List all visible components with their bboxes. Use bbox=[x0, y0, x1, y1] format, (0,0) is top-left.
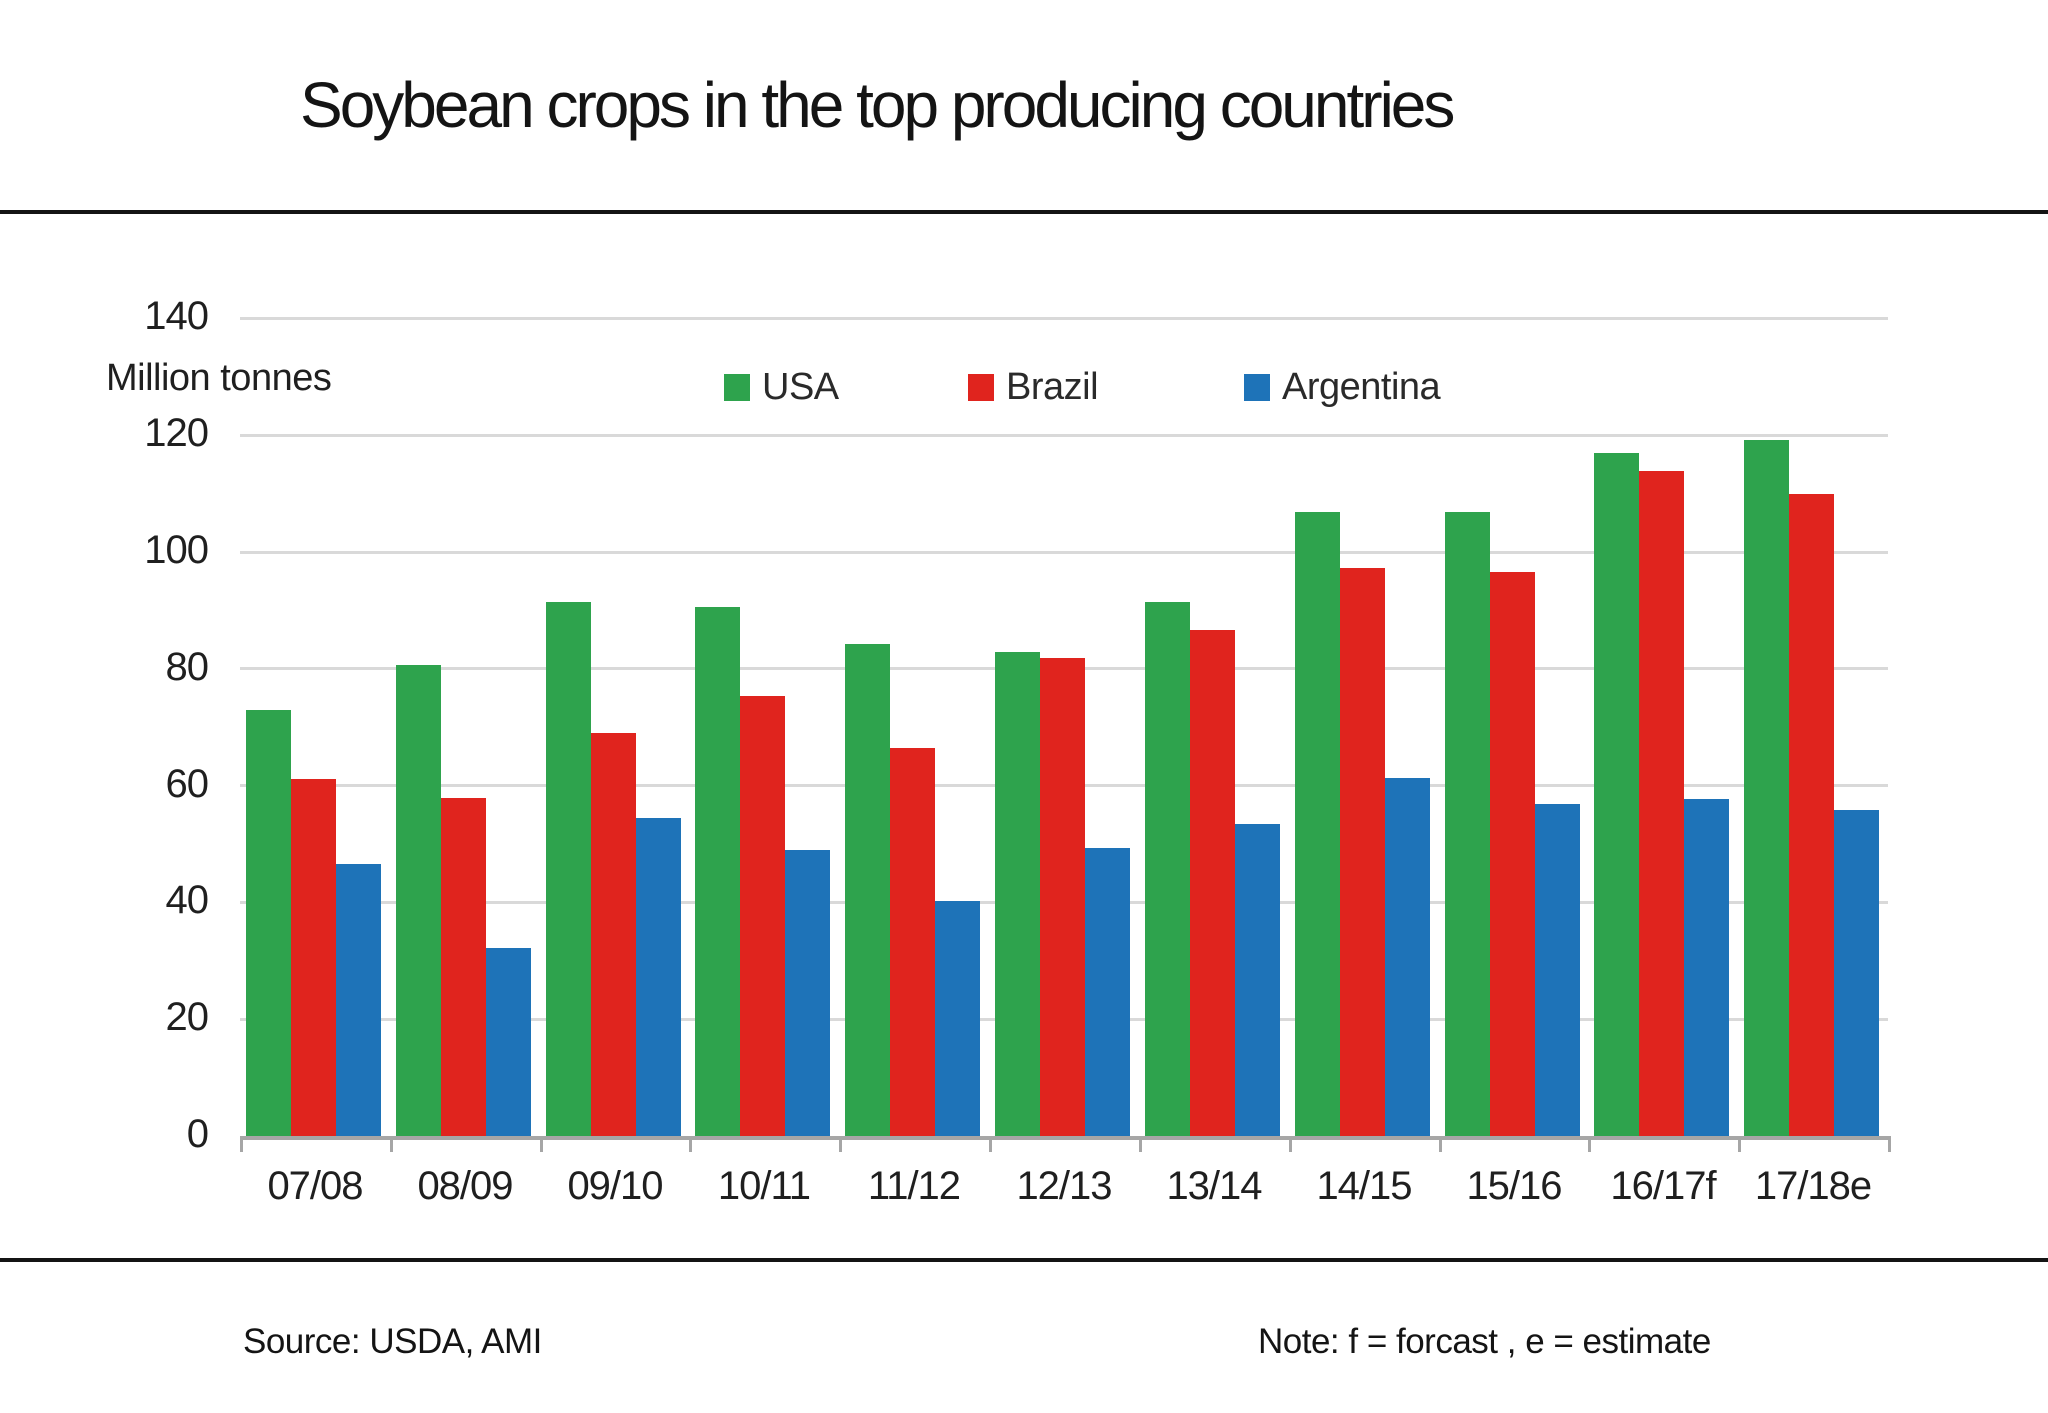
x-category-label-16/17f: 16/17f bbox=[1610, 1164, 1716, 1208]
bar-usa-10/11 bbox=[695, 607, 740, 1136]
source-note: Source: USDA, AMI bbox=[243, 1322, 542, 1361]
bar-argentina-17/18e bbox=[1834, 810, 1879, 1136]
x-category-label-17/18e: 17/18e bbox=[1754, 1164, 1872, 1208]
x-axis-tick-4 bbox=[839, 1136, 842, 1152]
bar-argentina-08/09 bbox=[486, 948, 531, 1136]
bar-brazil-09/10 bbox=[591, 733, 636, 1136]
x-category-label-11/12: 11/12 bbox=[867, 1164, 961, 1208]
bar-argentina-10/11 bbox=[785, 850, 830, 1136]
bar-usa-13/14 bbox=[1145, 602, 1190, 1136]
bar-usa-11/12 bbox=[845, 644, 890, 1136]
x-axis-tick-11 bbox=[1888, 1136, 1891, 1152]
x-category-label-15/16: 15/16 bbox=[1466, 1164, 1562, 1208]
forecast-note: Note: f = forcast , e = estimate bbox=[1258, 1322, 1711, 1361]
bar-argentina-14/15 bbox=[1385, 778, 1430, 1136]
bar-brazil-10/11 bbox=[740, 696, 785, 1136]
gridline-120 bbox=[240, 433, 1888, 437]
x-axis-tick-2 bbox=[540, 1136, 543, 1152]
legend-label-brazil: Brazil bbox=[1006, 366, 1099, 408]
y-axis-unit-label: Million tonnes bbox=[106, 357, 332, 399]
gridline-140 bbox=[240, 316, 1888, 320]
chart-title: Soybean crops in the top producing count… bbox=[300, 69, 1455, 141]
bar-brazil-12/13 bbox=[1040, 658, 1085, 1136]
x-axis-tick-6 bbox=[1139, 1136, 1142, 1152]
bar-usa-17/18e bbox=[1744, 440, 1789, 1136]
x-axis-tick-5 bbox=[989, 1136, 992, 1152]
bar-argentina-12/13 bbox=[1085, 848, 1130, 1136]
x-category-label-07/08: 07/08 bbox=[267, 1164, 363, 1208]
x-category-label-14/15: 14/15 bbox=[1316, 1164, 1412, 1208]
legend-label-argentina: Argentina bbox=[1282, 366, 1441, 408]
x-axis-tick-3 bbox=[689, 1136, 692, 1152]
y-tick-label-20: 20 bbox=[165, 995, 210, 1040]
x-axis-tick-7 bbox=[1289, 1136, 1292, 1152]
usa-swatch-icon bbox=[724, 374, 750, 401]
x-category-label-12/13: 12/13 bbox=[1016, 1164, 1112, 1208]
y-tick-label-0: 0 bbox=[186, 1112, 209, 1156]
legend-item-usa: USA bbox=[724, 366, 839, 409]
bar-brazil-15/16 bbox=[1490, 572, 1535, 1136]
legend-item-brazil: Brazil bbox=[968, 366, 1099, 409]
argentina-swatch-icon bbox=[1244, 374, 1270, 401]
bar-usa-12/13 bbox=[995, 652, 1040, 1136]
bar-usa-09/10 bbox=[546, 602, 591, 1136]
bar-usa-16/17f bbox=[1594, 453, 1639, 1136]
x-axis-tick-0 bbox=[240, 1136, 243, 1152]
bar-brazil-07/08 bbox=[291, 779, 336, 1136]
y-tick-label-40: 40 bbox=[165, 878, 210, 923]
y-tick-label-80: 80 bbox=[165, 644, 210, 689]
bar-brazil-11/12 bbox=[890, 748, 935, 1136]
x-category-label-13/14: 13/14 bbox=[1166, 1164, 1262, 1208]
legend-item-argentina: Argentina bbox=[1244, 366, 1441, 409]
bar-usa-07/08 bbox=[246, 710, 291, 1136]
bar-usa-15/16 bbox=[1445, 512, 1490, 1136]
y-tick-label-100: 100 bbox=[144, 528, 209, 572]
bar-argentina-16/17f bbox=[1684, 799, 1729, 1136]
bar-brazil-14/15 bbox=[1340, 568, 1385, 1136]
bar-brazil-17/18e bbox=[1789, 494, 1834, 1136]
gridline-100 bbox=[240, 550, 1888, 554]
bar-brazil-16/17f bbox=[1639, 471, 1684, 1136]
bar-usa-08/09 bbox=[396, 665, 441, 1136]
x-axis-line bbox=[240, 1136, 1891, 1140]
bar-argentina-09/10 bbox=[636, 818, 681, 1136]
bar-brazil-13/14 bbox=[1190, 630, 1235, 1136]
bar-argentina-07/08 bbox=[336, 864, 381, 1136]
y-tick-label-140: 140 bbox=[144, 294, 209, 339]
x-axis-tick-1 bbox=[390, 1136, 393, 1152]
x-axis-tick-10 bbox=[1738, 1136, 1741, 1152]
x-axis-tick-8 bbox=[1439, 1136, 1442, 1152]
x-category-label-10/11: 10/11 bbox=[717, 1164, 811, 1208]
x-category-label-09/10: 09/10 bbox=[567, 1164, 663, 1208]
y-tick-label-60: 60 bbox=[165, 761, 210, 806]
bar-usa-14/15 bbox=[1295, 512, 1340, 1136]
x-category-label-08/09: 08/09 bbox=[417, 1164, 513, 1208]
bar-argentina-13/14 bbox=[1235, 824, 1280, 1136]
y-tick-label-120: 120 bbox=[144, 411, 209, 456]
bar-brazil-08/09 bbox=[441, 798, 486, 1136]
x-axis-tick-9 bbox=[1588, 1136, 1591, 1152]
bar-argentina-11/12 bbox=[935, 901, 980, 1136]
legend-label-usa: USA bbox=[762, 366, 839, 408]
top-divider-line bbox=[0, 210, 2048, 214]
bottom-divider-line bbox=[0, 1258, 2048, 1262]
brazil-swatch-icon bbox=[968, 374, 994, 401]
bar-argentina-15/16 bbox=[1535, 804, 1580, 1136]
